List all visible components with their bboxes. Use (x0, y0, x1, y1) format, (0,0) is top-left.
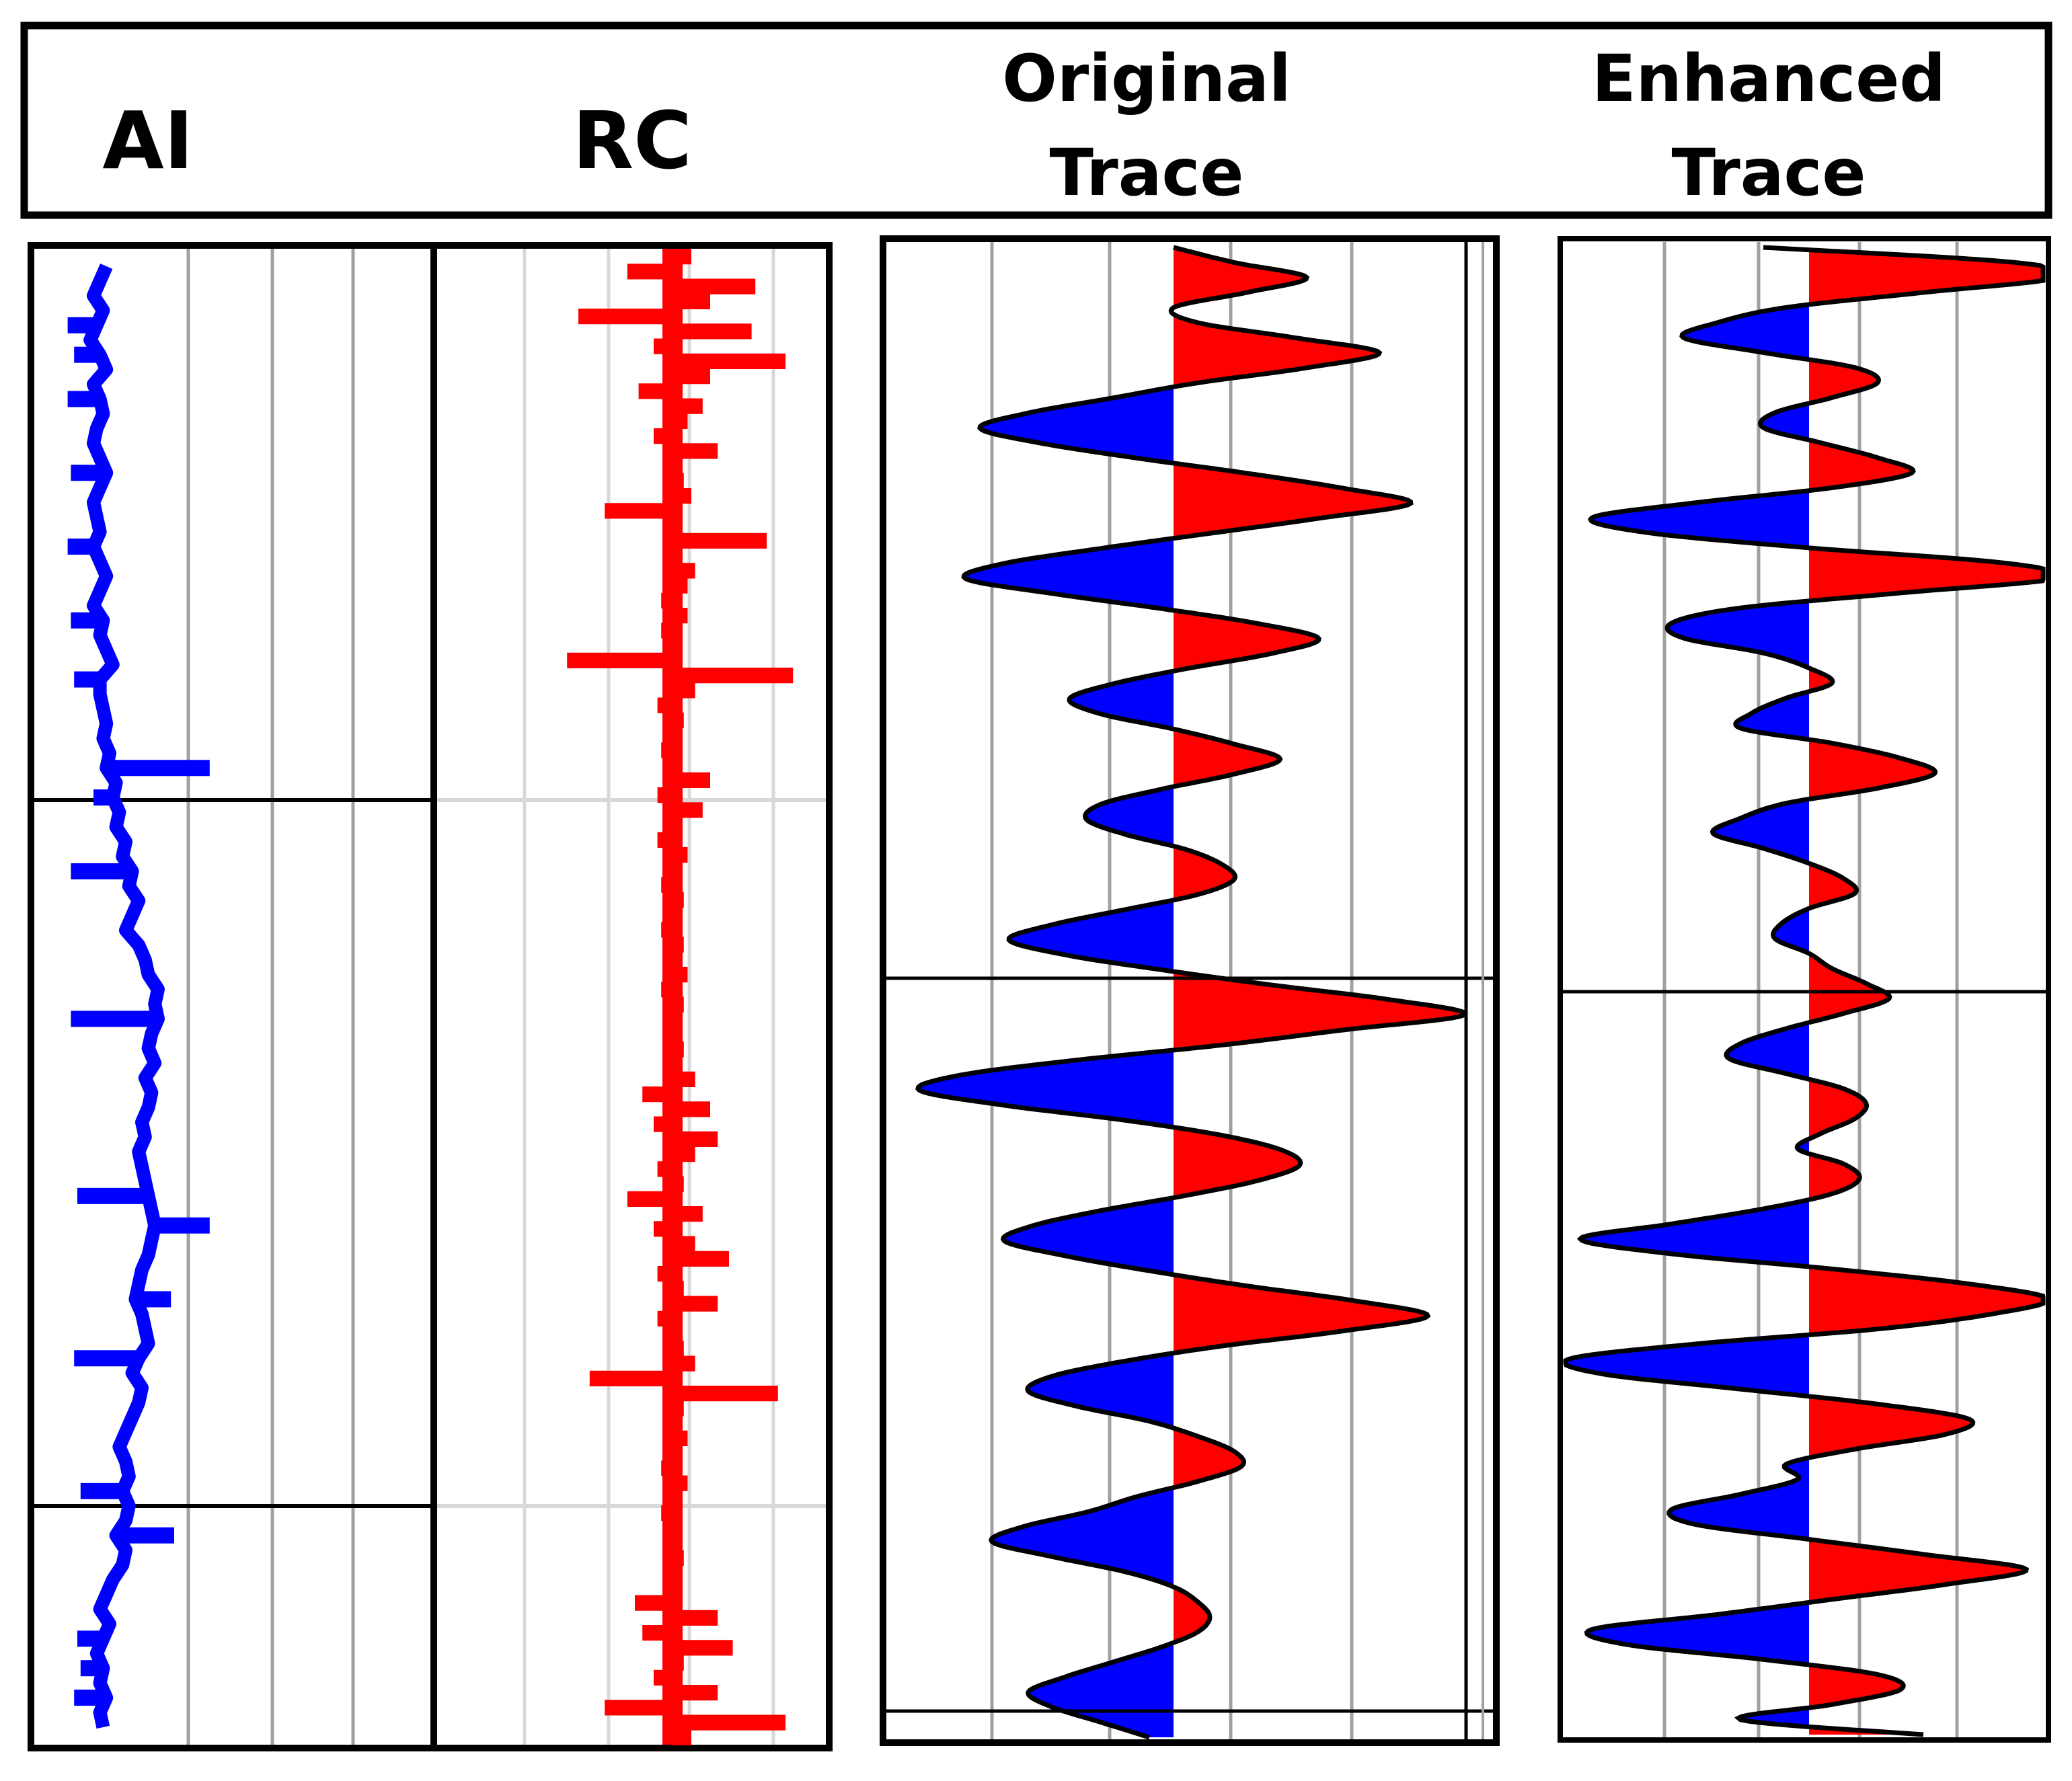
ai-spike-13 (135, 1291, 171, 1308)
ai-spike-1 (74, 346, 100, 363)
rc-track-frame (430, 242, 833, 1751)
enhanced-trace-negative-lobes (1566, 247, 1809, 1735)
rc-bar-70 (673, 1296, 718, 1312)
rc-bar-98 (673, 1714, 785, 1731)
rc-bar-28 (673, 668, 794, 684)
rc-bar-76 (673, 1386, 778, 1402)
title-line-1: Original (1002, 41, 1291, 116)
rc-bar-93 (673, 1640, 733, 1656)
rc-bar-5 (673, 323, 752, 340)
rc-bar-91 (673, 1610, 718, 1626)
original-trace-wiggle-line (915, 245, 1468, 1740)
ai-spike-10 (71, 1011, 159, 1027)
rc-bar-17 (605, 503, 673, 519)
rc-bar-13 (673, 443, 718, 459)
ai-spike-12 (155, 1217, 210, 1234)
title-line-1: Enhanced (1592, 41, 1946, 116)
ai-spike-9 (71, 863, 132, 879)
rc-bar-19 (673, 532, 767, 549)
title-line-2: Trace (1049, 135, 1243, 210)
original-trace-title: Original Trace (1002, 41, 1291, 210)
rc-bar-4 (578, 309, 673, 325)
rc-bar-2 (673, 278, 756, 294)
ai-spike-5 (71, 612, 104, 629)
ai-spike-19 (74, 1690, 107, 1706)
rc-title: RC (572, 94, 691, 187)
header-box (20, 22, 2052, 219)
ai-spike-8 (93, 789, 113, 806)
title-line-2: Trace (1671, 135, 1866, 210)
ai-spike-14 (74, 1350, 139, 1367)
ai-curve (83, 263, 165, 1729)
rc-bar-27 (567, 652, 673, 668)
original-trace-negative-lobes (918, 247, 1174, 1737)
original-trace-frame (880, 235, 1500, 1746)
enhanced-trace-frame (1558, 236, 2051, 1743)
ai-spike-11 (77, 1187, 149, 1204)
tracks-group (28, 235, 2051, 1751)
ai-title: AI (102, 94, 193, 187)
ai-spike-15 (80, 1482, 123, 1499)
rc-bar-1 (627, 264, 673, 280)
rc-bar-67 (673, 1251, 729, 1267)
rc-bar-96 (673, 1685, 718, 1701)
ai-spike-7 (106, 760, 210, 777)
ai-spike-17 (77, 1630, 104, 1647)
ai-spike-16 (116, 1527, 174, 1544)
enhanced-trace-title: Enhanced Trace (1592, 41, 1946, 210)
rc-bar-63 (627, 1191, 673, 1207)
ai-spike-0 (67, 317, 97, 333)
ai-spike-2 (67, 391, 100, 407)
ai-spike-6 (74, 671, 100, 688)
rc-bar-59 (673, 1131, 718, 1147)
rc-bar-75 (589, 1370, 673, 1386)
ai-spike-3 (71, 465, 107, 481)
rc-bar-7 (673, 353, 785, 369)
ai-spike-4 (67, 539, 93, 555)
rc-bar-97 (605, 1700, 673, 1716)
ai-spike-18 (80, 1660, 104, 1677)
